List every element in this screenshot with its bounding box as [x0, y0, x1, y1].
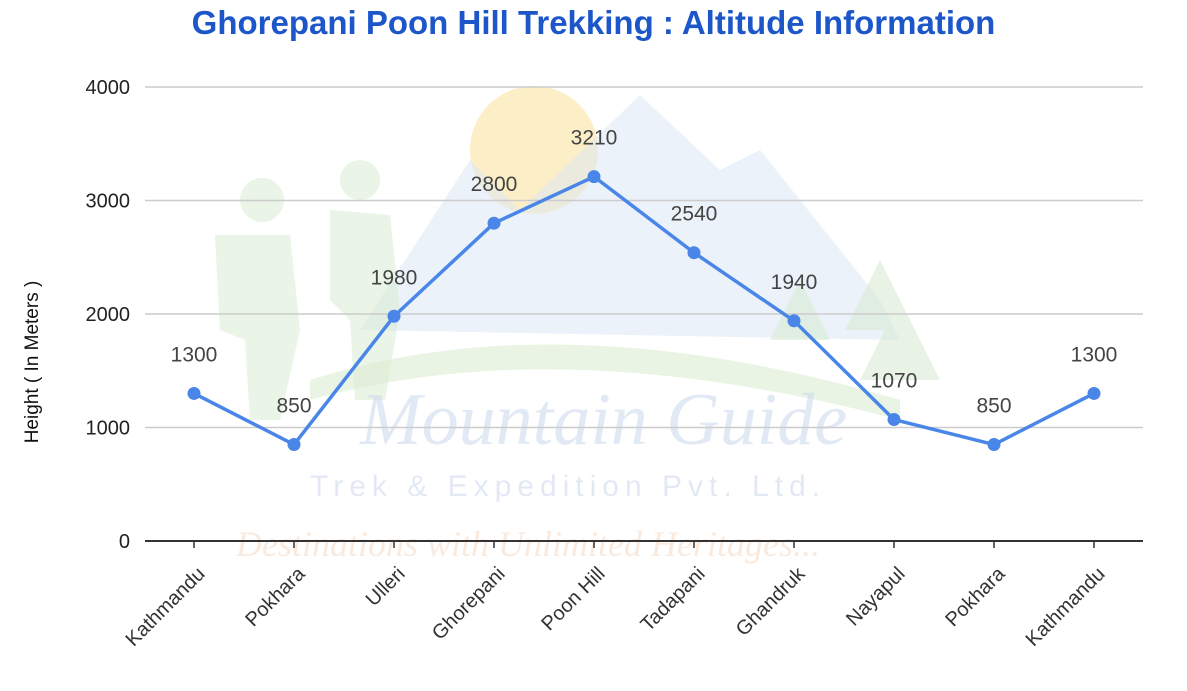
y-tick-label: 3000: [86, 191, 131, 213]
data-point: [587, 170, 601, 184]
data-label: 3210: [571, 127, 618, 150]
series-line: [193, 174, 1095, 447]
data-point: [1087, 386, 1101, 400]
watermark-mountains: [360, 95, 900, 340]
data-label: 1300: [1071, 343, 1118, 366]
watermark-brand-text: Mountain Guide: [359, 379, 847, 461]
data-point: [287, 438, 301, 452]
data-point: [987, 438, 1001, 452]
x-tick-label: Nayapul: [842, 563, 909, 630]
x-tick-label: Poon Hill: [537, 563, 609, 635]
series-line-group: [187, 170, 1101, 452]
data-point: [387, 309, 401, 323]
y-tick-label: 0: [119, 531, 130, 553]
watermark-trekker-right: [330, 160, 400, 400]
data-label: 850: [276, 395, 311, 418]
chart-title: Ghorepani Poon Hill Trekking : Altitude …: [191, 4, 996, 41]
watermark-trees: [770, 260, 940, 380]
data-label: 1980: [371, 266, 418, 289]
data-labels: 1300 850 1980 2800 3210 2540 1940 1070 850 1300: [171, 127, 1118, 418]
data-point: [787, 314, 801, 328]
x-tick-label: Ulleri: [362, 563, 410, 611]
watermark-trekker-left: [215, 178, 300, 420]
x-tick-label: Tadapani: [637, 563, 710, 636]
y-tick-label: 4000: [86, 77, 131, 99]
data-label: 1940: [771, 271, 818, 294]
data-label: 1300: [171, 343, 218, 366]
gridlines: [145, 86, 1143, 429]
data-point: [187, 386, 201, 400]
y-axis-label: Height ( In Meters ): [22, 281, 43, 444]
data-point: [887, 413, 901, 427]
data-label: 2540: [671, 203, 718, 226]
data-point: [487, 216, 501, 230]
x-tick-label: Ghorepani: [428, 563, 510, 645]
watermark-tagline-text: Destinations with Unlimited Heritages...: [235, 524, 820, 564]
y-tick-label: 1000: [86, 418, 131, 440]
data-label: 850: [976, 395, 1011, 418]
x-tick-label: Pokhara: [941, 562, 1010, 631]
x-tick-label: Kathmandu: [1022, 563, 1110, 651]
data-label: 2800: [471, 173, 518, 196]
x-tick-label: Kathmandu: [122, 563, 210, 651]
watermark-logo: Mountain Guide Trek & Expedition Pvt. Lt…: [215, 86, 940, 564]
y-tick-label: 2000: [86, 304, 131, 326]
x-tick-label: Pokhara: [241, 562, 310, 631]
watermark-company-text: Trek & Expedition Pvt. Ltd.: [310, 470, 826, 503]
watermark-hill: [310, 344, 900, 420]
x-tick-label: Ghandruk: [732, 562, 810, 640]
data-label: 1070: [871, 370, 918, 393]
data-point: [687, 246, 701, 260]
